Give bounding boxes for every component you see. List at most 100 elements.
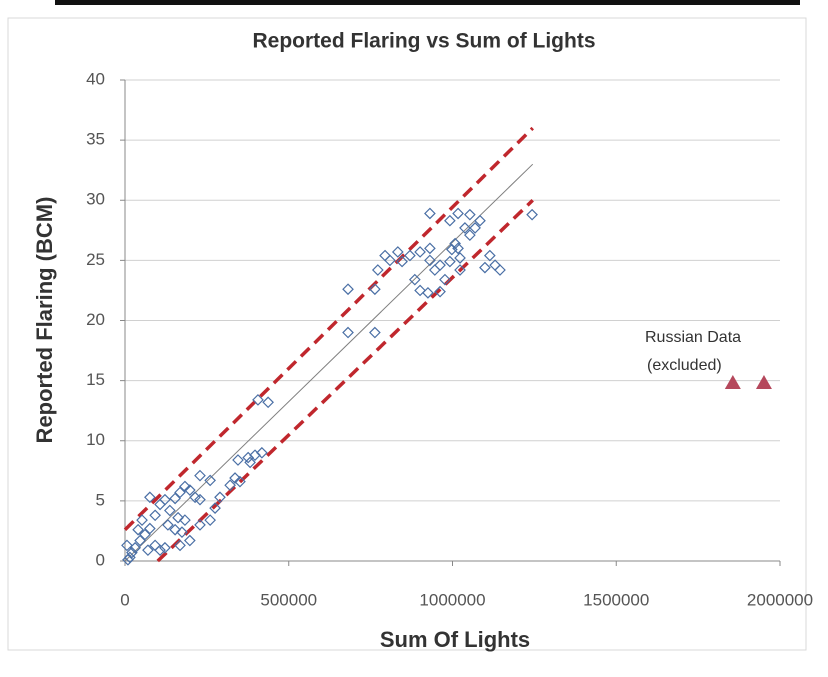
chart-title: Reported Flaring vs Sum of Lights (252, 30, 595, 53)
y-axis-label: Reported Flaring (BCM) (32, 197, 57, 444)
x-tick-label: 1500000 (583, 590, 649, 609)
y-tick-label: 30 (86, 190, 105, 209)
point (204, 514, 216, 526)
point (162, 519, 174, 531)
point (474, 214, 486, 227)
point (428, 264, 441, 276)
point (144, 491, 156, 504)
point (136, 514, 148, 526)
point (142, 544, 154, 557)
point (164, 504, 176, 517)
top-bar (55, 0, 800, 5)
point (214, 491, 226, 504)
point (134, 534, 146, 547)
point (183, 484, 196, 496)
point (256, 446, 268, 459)
point (444, 214, 456, 227)
point (174, 539, 186, 552)
point (234, 475, 246, 488)
point (183, 534, 196, 547)
point (172, 511, 184, 524)
point (232, 454, 244, 466)
point (369, 283, 381, 296)
point (342, 283, 354, 296)
point (454, 264, 466, 276)
point (204, 474, 216, 487)
x-axis-label: Sum Of Lights (380, 627, 530, 652)
point (209, 502, 221, 514)
point (755, 375, 772, 390)
point (194, 519, 206, 531)
point (262, 396, 274, 409)
point (424, 254, 436, 267)
point (424, 242, 436, 255)
y-tick-label: 25 (86, 250, 105, 269)
point (122, 553, 134, 566)
fit-line (124, 163, 534, 562)
point (414, 246, 426, 258)
y-tick-label: 35 (86, 130, 105, 149)
point (408, 273, 421, 286)
point (132, 523, 144, 536)
point (159, 493, 171, 506)
point (424, 207, 436, 220)
point (454, 252, 466, 264)
point (174, 486, 186, 499)
point (126, 546, 138, 559)
point (464, 229, 476, 241)
x-tick-label: 500000 (260, 590, 317, 609)
annotation: Russian Data (645, 329, 741, 346)
point (176, 526, 188, 538)
point (121, 539, 133, 552)
point (224, 479, 236, 492)
point (526, 208, 538, 221)
point (434, 259, 446, 272)
point (229, 472, 241, 484)
bound-line (156, 198, 534, 563)
point (369, 326, 381, 339)
point (244, 456, 256, 469)
x-tick-label: 1000000 (419, 590, 485, 609)
x-tick-label: 2000000 (747, 590, 813, 609)
point (724, 375, 741, 390)
point (439, 273, 451, 286)
y-tick-label: 40 (86, 69, 105, 88)
point (139, 528, 151, 541)
point (342, 326, 354, 339)
point (459, 222, 471, 234)
point (149, 509, 161, 522)
y-tick-label: 10 (86, 430, 105, 449)
bound-line (123, 126, 534, 531)
point (154, 544, 166, 557)
point (194, 493, 206, 506)
y-tick-label: 0 (96, 550, 105, 569)
y-tick-label: 15 (86, 370, 105, 389)
point (384, 254, 396, 267)
point (414, 284, 426, 297)
point (159, 541, 171, 554)
point (169, 523, 181, 536)
point (452, 207, 464, 220)
point (479, 261, 491, 274)
point (444, 255, 456, 268)
point (396, 255, 408, 268)
point (422, 286, 434, 299)
point (179, 480, 191, 493)
y-tick-label: 20 (86, 310, 105, 329)
y-tick-label: 5 (96, 490, 105, 509)
point (483, 249, 496, 262)
point (371, 264, 384, 276)
point (391, 246, 404, 258)
point (449, 237, 461, 250)
point (252, 394, 264, 406)
x-tick-label: 0 (120, 590, 129, 609)
point (144, 522, 156, 535)
point (469, 222, 481, 234)
point (194, 469, 206, 482)
point (404, 249, 416, 262)
point (169, 492, 181, 505)
point (489, 259, 501, 272)
point (494, 264, 506, 276)
